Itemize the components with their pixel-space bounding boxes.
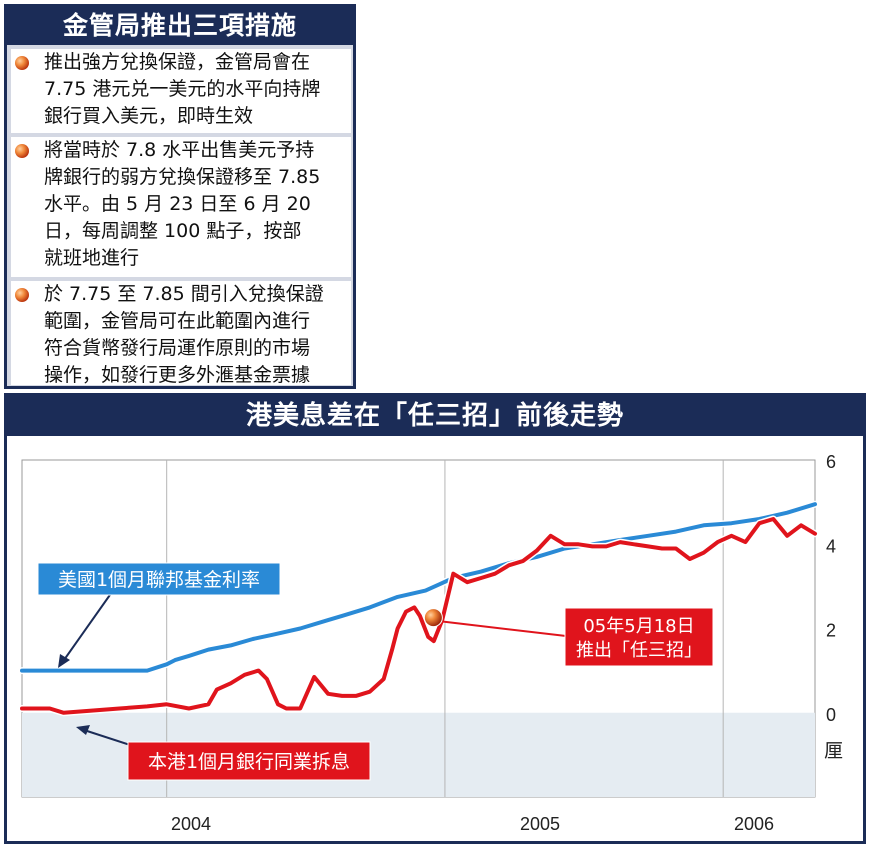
hk-label-arrow: [83, 729, 131, 746]
bullet-icon: [15, 144, 29, 158]
arrow-head-icon: [58, 654, 70, 668]
measure-text: 推出強方兌換保證，金管局會在 7.75 港元兑一美元的水平向持牌 銀行買入美元，…: [44, 51, 321, 127]
us-label-arrow: [63, 591, 113, 661]
chart-title: 港美息差在「任三招」前後走勢: [7, 396, 863, 436]
measure-text: 將當時於 7.8 水平出售美元予持 牌銀行的弱方兌換保證移至 7.85 水平。由…: [44, 139, 321, 269]
measure-item-2: 將當時於 7.8 水平出售美元予持 牌銀行的弱方兌換保證移至 7.85 水平。由…: [11, 137, 351, 277]
us-rate-line: [20, 502, 817, 673]
hk-rate-line: [20, 517, 817, 715]
hk-rate-label: 本港1個月銀行同業拆息: [148, 751, 350, 773]
measures-title: 金管局推出三項措施: [7, 7, 353, 45]
hk-rate-label-box: [127, 741, 371, 781]
y-tick-label: 6: [826, 452, 836, 472]
bullet-icon: [15, 288, 29, 302]
y-tick-label: 0: [826, 705, 836, 725]
y-tick-label: 2: [826, 621, 836, 641]
measure-text: 於 7.75 至 7.85 間引入兌換保證 範圍，金管局可在此範圍內進行 符合貨…: [44, 283, 324, 386]
event-label-text: 推出「任三招」: [576, 640, 702, 661]
measure-item-1: 推出強方兌換保證，金管局會在 7.75 港元兑一美元的水平向持牌 銀行買入美元，…: [11, 49, 351, 133]
measure-item-3: 於 7.75 至 7.85 間引入兌換保證 範圍，金管局可在此範圍內進行 符合貨…: [11, 281, 351, 386]
y-tick-label: 4: [826, 536, 836, 556]
arrow-head-icon: [76, 725, 90, 735]
measures-panel: 金管局推出三項措施 推出強方兌換保證，金管局會在 7.75 港元兑一美元的水平向…: [4, 4, 356, 389]
event-marker: [423, 608, 443, 628]
event-label-date: 05年5月18日: [583, 616, 694, 637]
bullet-icon: [15, 56, 29, 70]
x-tick-label: 2005: [520, 814, 560, 834]
x-tick-label: 2006: [734, 814, 774, 834]
event-label-box: [564, 607, 714, 667]
x-tick-label: 2004: [171, 814, 211, 834]
us-rate-label-box: [37, 562, 281, 596]
us-rate-label: 美國1個月聯邦基金利率: [58, 569, 260, 591]
y-unit-label: 厘: [824, 740, 843, 762]
event-connector: [443, 620, 567, 637]
